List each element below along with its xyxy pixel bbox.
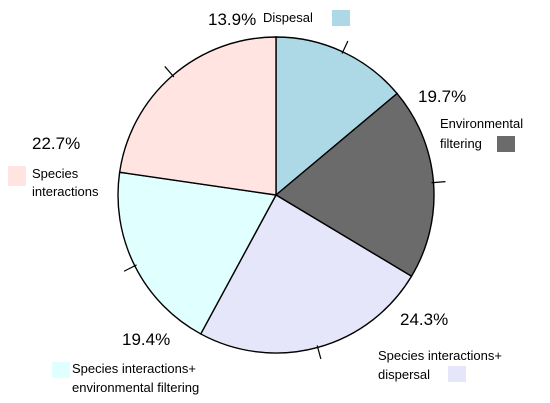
leader-line-environmental-filtering <box>431 181 446 184</box>
pie-slice-species-interactions <box>118 36 277 196</box>
label-si-envfilter-2: environmental filtering <box>72 380 199 395</box>
label-si-dispersal-2: dispersal <box>378 367 430 382</box>
leader-line-species-interactions <box>164 66 175 78</box>
pct-label-species-interactions: 22.7% <box>32 134 80 153</box>
leader-line-si-dispersal <box>316 345 322 360</box>
pct-label-environmental-filtering: 19.7% <box>418 87 466 106</box>
label-si-envfilter-1: Species interactions+ <box>72 361 196 376</box>
leader-line-dispersal <box>341 40 349 54</box>
label-dispersal: Dispesal <box>263 10 313 25</box>
label-environmental-filtering-1: Environmental <box>440 116 523 131</box>
pct-label-si-dispersal: 24.3% <box>400 310 448 329</box>
label-si-dispersal-1: Species interactions+ <box>378 348 502 363</box>
swatch-si-dispersal <box>448 366 466 382</box>
label-species-interactions-1: Species <box>32 166 79 181</box>
label-species-interactions-2: interactions <box>32 184 99 199</box>
swatch-dispersal <box>332 10 350 26</box>
swatch-species-interactions <box>8 166 26 186</box>
pct-label-si-envfilter: 19.4% <box>122 330 170 349</box>
label-environmental-filtering-2: filtering <box>440 136 482 151</box>
leader-line-si-envfilter <box>123 264 137 272</box>
swatch-si-envfilter <box>52 362 70 378</box>
pct-label-dispersal: 13.9% <box>208 10 256 29</box>
swatch-environmental-filtering <box>497 136 515 152</box>
